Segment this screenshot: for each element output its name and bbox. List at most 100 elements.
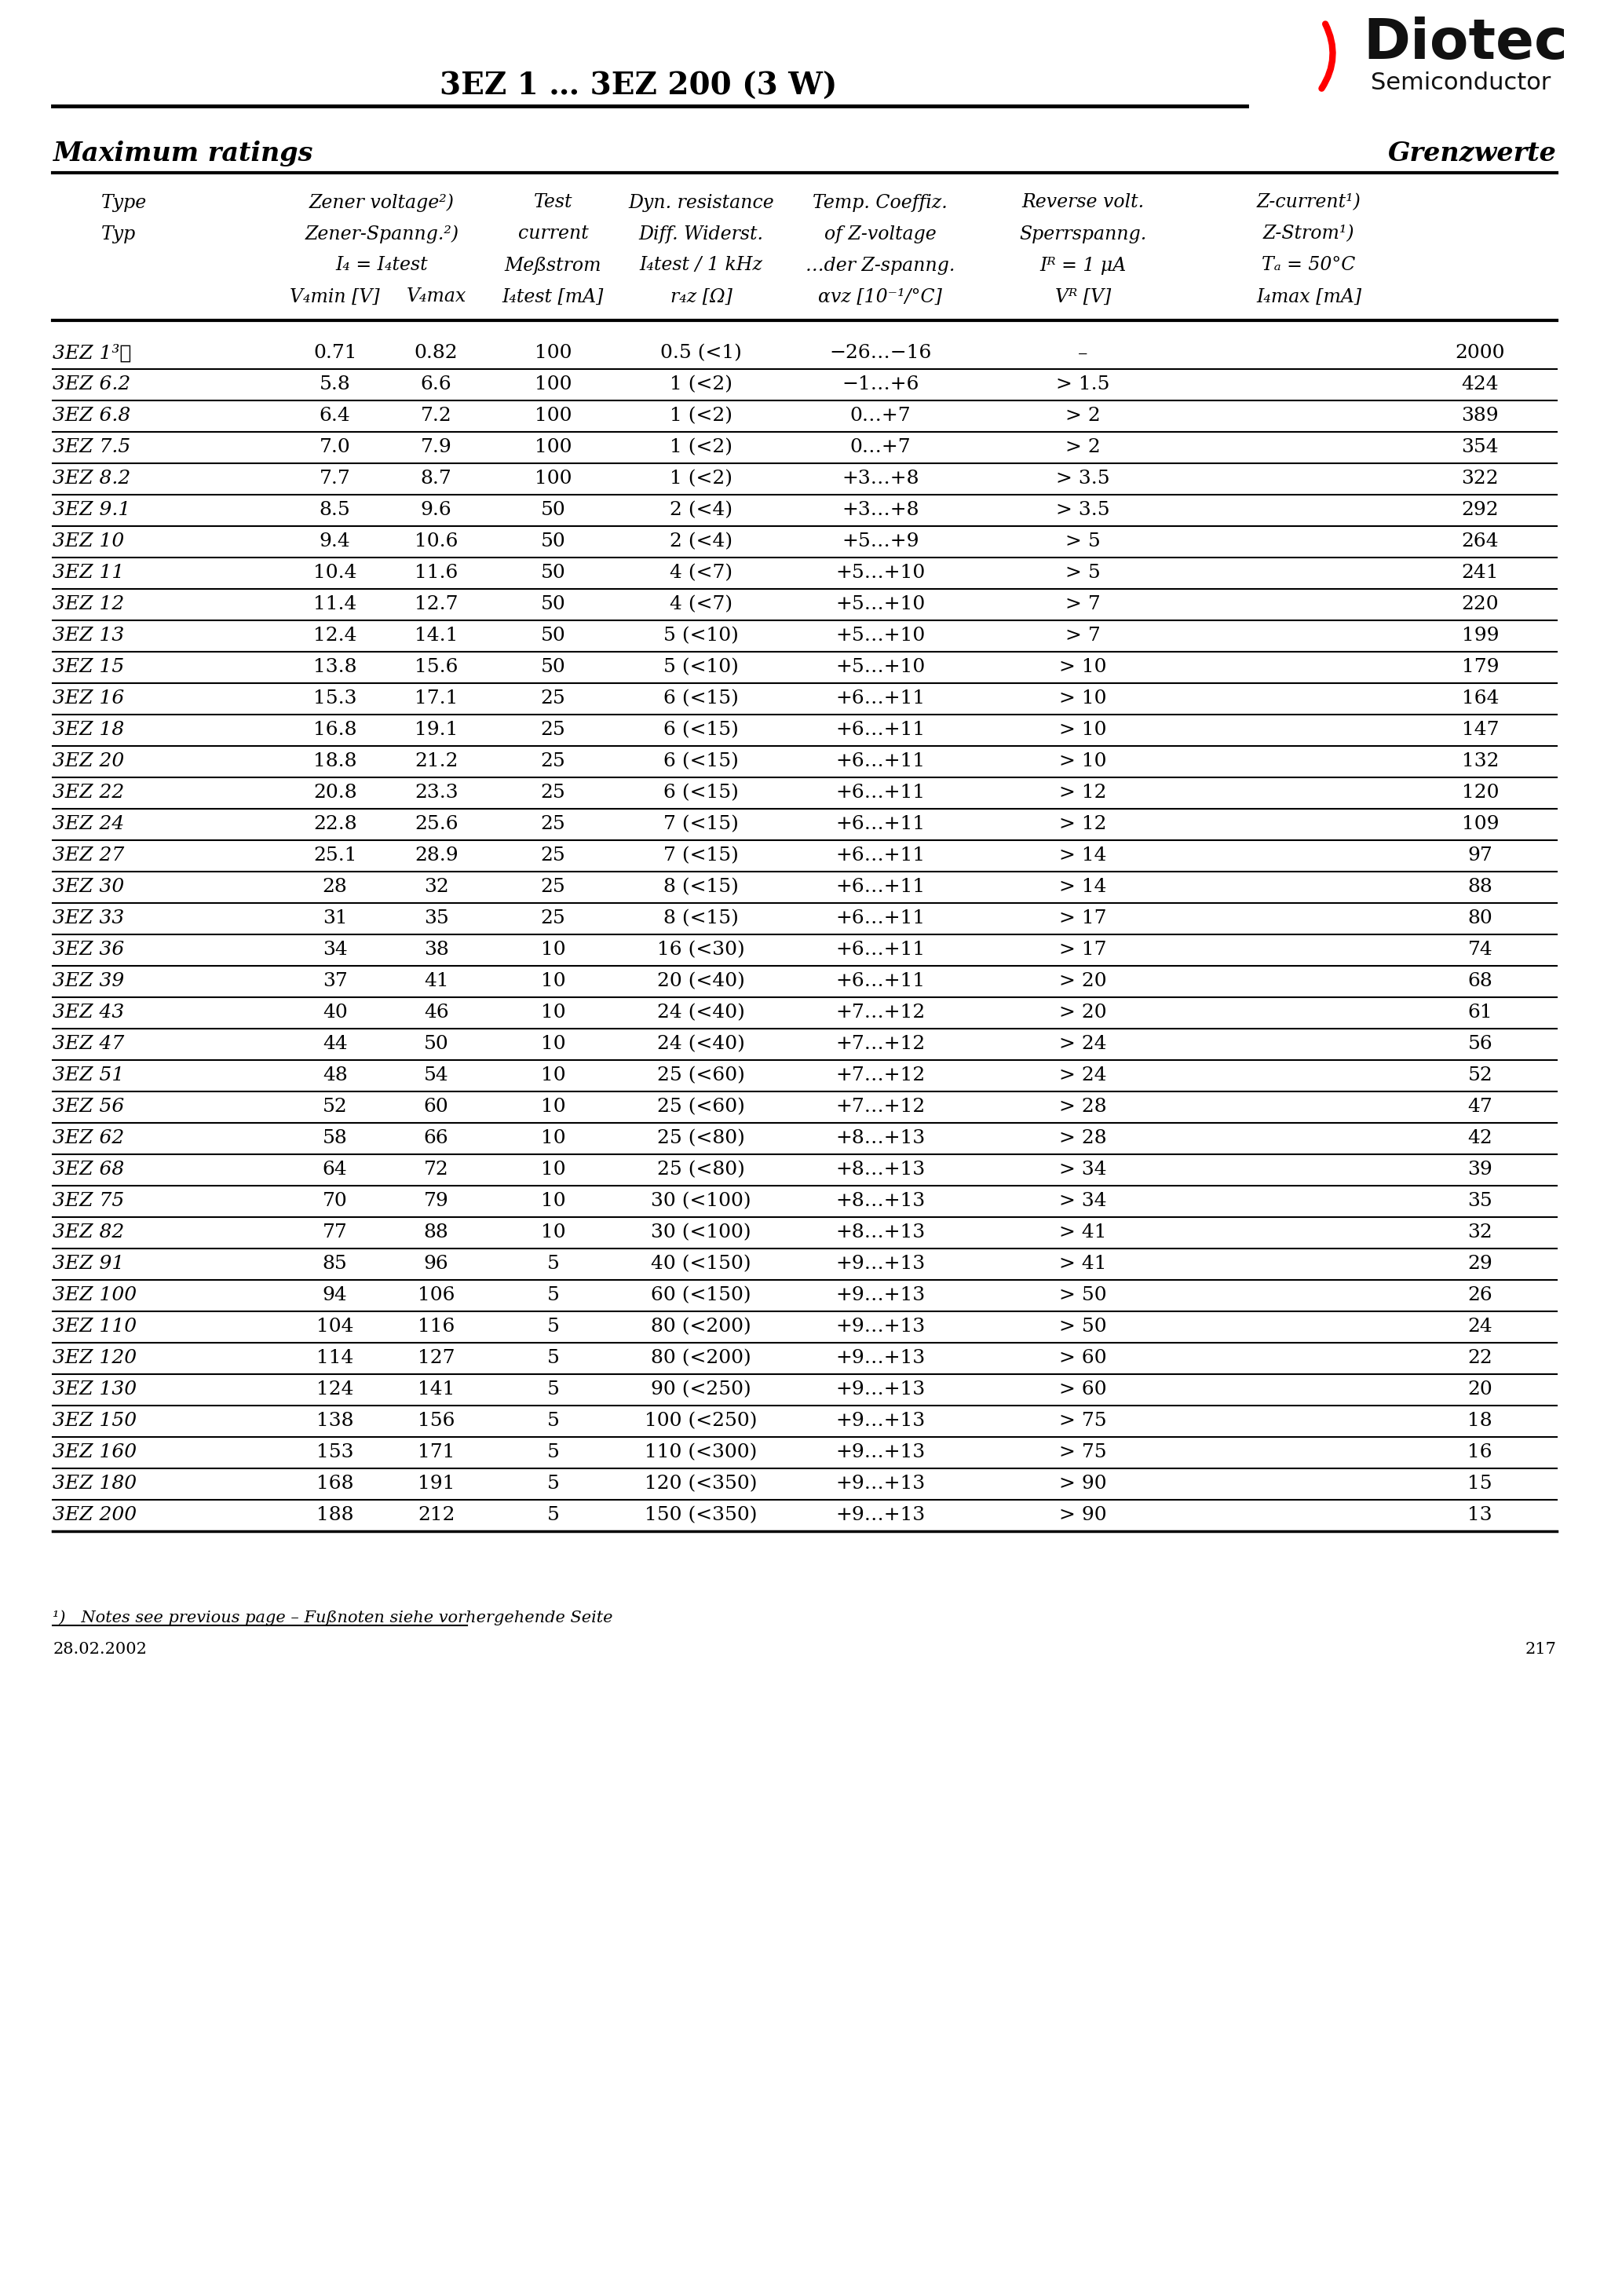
Text: 124: 124 (316, 1380, 354, 1398)
Text: 3EZ 24: 3EZ 24 (54, 815, 125, 833)
Text: 3EZ 130: 3EZ 130 (54, 1380, 138, 1398)
Text: 17.1: 17.1 (415, 689, 457, 707)
Text: 8 (<15): 8 (<15) (663, 909, 738, 928)
Text: 94: 94 (323, 1286, 347, 1304)
Text: 10: 10 (540, 1035, 566, 1054)
Text: Diotec: Diotec (1362, 16, 1568, 71)
Text: 1 (<2): 1 (<2) (670, 439, 733, 457)
Text: 48: 48 (323, 1068, 347, 1084)
Text: > 34: > 34 (1059, 1162, 1106, 1180)
Text: > 3.5: > 3.5 (1056, 501, 1109, 519)
Text: Vᴿ [V]: Vᴿ [V] (1054, 287, 1111, 305)
Text: > 75: > 75 (1059, 1412, 1106, 1430)
Text: > 20: > 20 (1059, 1003, 1106, 1022)
Text: 20.8: 20.8 (313, 783, 357, 801)
Text: 0…+7: 0…+7 (850, 439, 912, 457)
Text: 147: 147 (1461, 721, 1499, 739)
Text: 24: 24 (1468, 1318, 1492, 1336)
Text: 141: 141 (417, 1380, 454, 1398)
Text: −1…+6: −1…+6 (842, 377, 920, 395)
Text: > 12: > 12 (1059, 815, 1106, 833)
Text: Zener-Spanng.²): Zener-Spanng.²) (305, 225, 459, 243)
Text: –: – (1079, 344, 1088, 363)
Text: 3EZ 75: 3EZ 75 (54, 1192, 125, 1210)
Text: 6 (<15): 6 (<15) (663, 753, 738, 771)
Text: 7 (<15): 7 (<15) (663, 815, 738, 833)
Text: 10: 10 (540, 1224, 566, 1242)
Text: > 17: > 17 (1059, 909, 1106, 928)
Text: αvz [10⁻¹/°C]: αvz [10⁻¹/°C] (819, 287, 942, 305)
Text: 23.3: 23.3 (414, 783, 457, 801)
Text: 58: 58 (323, 1130, 347, 1148)
Text: 3EZ 6.2: 3EZ 6.2 (54, 377, 131, 395)
Text: +6…+11: +6…+11 (835, 847, 925, 866)
Text: 9.6: 9.6 (420, 501, 453, 519)
Text: > 34: > 34 (1059, 1192, 1106, 1210)
Text: +8…+13: +8…+13 (835, 1192, 925, 1210)
Text: 5 (<10): 5 (<10) (663, 659, 738, 677)
Text: 54: 54 (423, 1068, 449, 1084)
Text: 42: 42 (1468, 1130, 1492, 1148)
Text: 25: 25 (540, 909, 566, 928)
Text: 25: 25 (540, 879, 566, 895)
Text: 32: 32 (1468, 1224, 1492, 1242)
Text: ¹)   Notes see previous page – Fußnoten siehe vorhergehende Seite: ¹) Notes see previous page – Fußnoten si… (54, 1609, 613, 1626)
Text: 100: 100 (535, 471, 571, 489)
Text: +6…+11: +6…+11 (835, 753, 925, 771)
Text: 116: 116 (417, 1318, 454, 1336)
Text: Meßstrom: Meßstrom (504, 257, 602, 276)
Text: 7.2: 7.2 (420, 406, 453, 425)
Text: 10: 10 (540, 1192, 566, 1210)
Text: > 90: > 90 (1059, 1506, 1106, 1525)
Text: 179: 179 (1461, 659, 1499, 677)
Text: 25: 25 (540, 721, 566, 739)
Text: +7…+12: +7…+12 (835, 1068, 925, 1084)
Text: 5 (<10): 5 (<10) (663, 627, 738, 645)
Text: 8 (<15): 8 (<15) (663, 879, 738, 895)
Text: 5: 5 (547, 1256, 560, 1274)
Text: 3EZ 1 … 3EZ 200 (3 W): 3EZ 1 … 3EZ 200 (3 W) (440, 71, 837, 101)
Text: +6…+11: +6…+11 (835, 909, 925, 928)
Text: 5.8: 5.8 (320, 377, 350, 395)
Text: 68: 68 (1468, 974, 1492, 990)
Text: > 60: > 60 (1059, 1380, 1106, 1398)
Text: 13.8: 13.8 (313, 659, 357, 677)
Text: 12.4: 12.4 (313, 627, 357, 645)
Text: 100: 100 (535, 406, 571, 425)
Text: +9…+13: +9…+13 (835, 1286, 925, 1304)
Text: 171: 171 (417, 1444, 454, 1463)
Text: 2000: 2000 (1455, 344, 1505, 363)
Text: > 41: > 41 (1059, 1256, 1106, 1274)
Text: 46: 46 (423, 1003, 449, 1022)
Text: 3EZ 200: 3EZ 200 (54, 1506, 138, 1525)
Text: 85: 85 (323, 1256, 347, 1274)
Text: 10: 10 (540, 1130, 566, 1148)
Text: 156: 156 (417, 1412, 454, 1430)
Text: 8.5: 8.5 (320, 501, 350, 519)
Text: 0…+7: 0…+7 (850, 406, 912, 425)
Text: 28: 28 (323, 879, 347, 895)
Text: > 50: > 50 (1059, 1318, 1106, 1336)
Text: 1 (<2): 1 (<2) (670, 471, 733, 489)
Text: 80: 80 (1468, 909, 1492, 928)
Text: 292: 292 (1461, 501, 1499, 519)
Text: +5…+10: +5…+10 (835, 595, 925, 613)
Text: +9…+13: +9…+13 (835, 1474, 925, 1492)
Text: +3…+8: +3…+8 (842, 471, 920, 489)
Text: 30 (<100): 30 (<100) (650, 1192, 751, 1210)
Text: 7.9: 7.9 (420, 439, 453, 457)
Text: +7…+12: +7…+12 (835, 1035, 925, 1054)
Text: 3EZ 160: 3EZ 160 (54, 1444, 138, 1463)
Text: 88: 88 (1468, 879, 1492, 895)
Text: 37: 37 (323, 974, 347, 990)
Text: 6 (<15): 6 (<15) (663, 783, 738, 801)
Text: 50: 50 (540, 533, 566, 551)
Text: 16 (<30): 16 (<30) (657, 941, 744, 960)
Text: 50: 50 (540, 627, 566, 645)
Text: 168: 168 (316, 1474, 354, 1492)
Text: > 2: > 2 (1066, 439, 1100, 457)
Text: 322: 322 (1461, 471, 1499, 489)
Text: Maximum ratings: Maximum ratings (54, 140, 313, 165)
Text: +8…+13: +8…+13 (835, 1162, 925, 1180)
Text: 6.6: 6.6 (420, 377, 453, 395)
